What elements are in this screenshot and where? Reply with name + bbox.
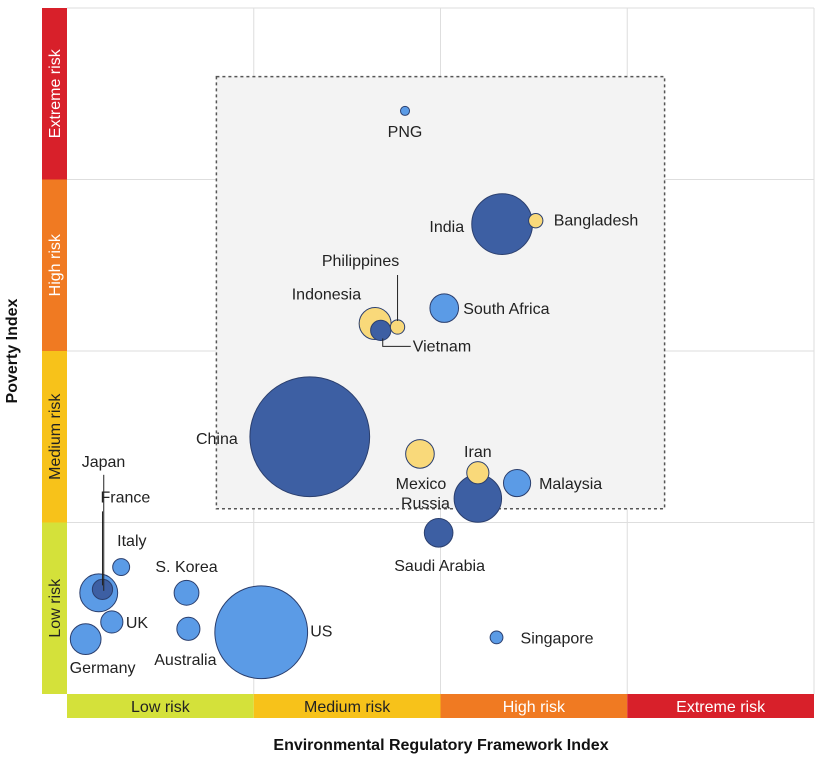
- x-band-high-risk: [440, 694, 628, 718]
- bubble-india: [471, 193, 533, 255]
- point-label-japan: Japan: [82, 454, 126, 471]
- point-label-us: US: [310, 623, 332, 640]
- bubble-germany: [69, 623, 102, 655]
- bubble-saudi-arabia: [423, 517, 454, 548]
- x-band-low-risk: [67, 694, 254, 718]
- x-axis-risk-bands: Low risk Medium risk High risk Extreme risk: [67, 694, 814, 718]
- leader-line-vietnam: [382, 338, 411, 347]
- bubble-philippines: [389, 319, 406, 335]
- y-band-label: Low risk: [47, 578, 64, 638]
- bubble-italy: [112, 558, 131, 577]
- point-label-india: India: [429, 219, 464, 236]
- y-band-medium-risk: [42, 351, 67, 523]
- point-labels: PNG India Bangladesh South Africa Indonesia P…: [70, 124, 639, 677]
- y-band-extreme-risk: [42, 8, 67, 180]
- point-label-australia: Australia: [154, 652, 216, 669]
- bubble-series: [69, 105, 544, 680]
- bubble-south-africa: [429, 293, 460, 323]
- point-label-malaysia: Malaysia: [539, 476, 602, 493]
- point-label-bangladesh: Bangladesh: [554, 213, 639, 230]
- bubble-iran: [466, 461, 490, 485]
- bubble-uk: [100, 610, 124, 634]
- point-label-germany: Germany: [70, 660, 136, 677]
- bubble-s-korea: [173, 579, 200, 606]
- bubble-singapore: [489, 630, 504, 645]
- point-label-png: PNG: [388, 124, 423, 141]
- y-band-high-risk: [42, 179, 67, 351]
- bubble-australia: [176, 616, 201, 641]
- point-label-italy: Italy: [117, 533, 146, 550]
- point-label-china: China: [196, 431, 238, 448]
- point-label-russia: Russia: [401, 495, 450, 512]
- x-band-label: Extreme risk: [676, 699, 766, 716]
- y-axis-risk-bands: Low risk Medium risk High risk Extreme risk: [42, 8, 67, 694]
- point-label-france: France: [100, 489, 150, 506]
- point-label-singapore: Singapore: [521, 630, 594, 647]
- y-band-label: Medium risk: [47, 393, 64, 480]
- bubble-mexico: [405, 439, 435, 469]
- x-band-medium-risk: [253, 694, 441, 718]
- x-axis-title: Environmental Regulatory Framework Index: [273, 737, 608, 754]
- bubble-us: [214, 585, 309, 680]
- point-label-uk: UK: [126, 615, 149, 632]
- x-band-label: High risk: [503, 699, 566, 716]
- point-label-iran: Iran: [464, 444, 492, 461]
- x-band-label: Low risk: [131, 699, 191, 716]
- bubble-vietnam: [370, 319, 392, 342]
- y-band-label: High risk: [47, 233, 64, 296]
- point-label-philippines: Philippines: [322, 253, 399, 270]
- point-label-saudi-arabia: Saudi Arabia: [394, 558, 485, 575]
- leader-lines: [101, 274, 411, 591]
- point-label-s-korea: S. Korea: [155, 559, 217, 576]
- y-axis-title: Poverty Index: [4, 298, 21, 403]
- y-band-label: Extreme risk: [47, 48, 64, 138]
- bubble-bangladesh: [528, 213, 544, 229]
- point-label-mexico: Mexico: [396, 476, 447, 493]
- point-label-vietnam: Vietnam: [413, 338, 471, 355]
- x-band-label: Medium risk: [304, 699, 391, 716]
- bubble-png: [399, 105, 411, 116]
- point-label-indonesia: Indonesia: [292, 287, 361, 304]
- x-band-extreme-risk: [627, 694, 814, 718]
- bubble-china: [249, 376, 371, 498]
- bubble-malaysia: [502, 468, 532, 498]
- y-band-low-risk: [42, 522, 67, 694]
- point-label-south-africa: South Africa: [463, 301, 549, 318]
